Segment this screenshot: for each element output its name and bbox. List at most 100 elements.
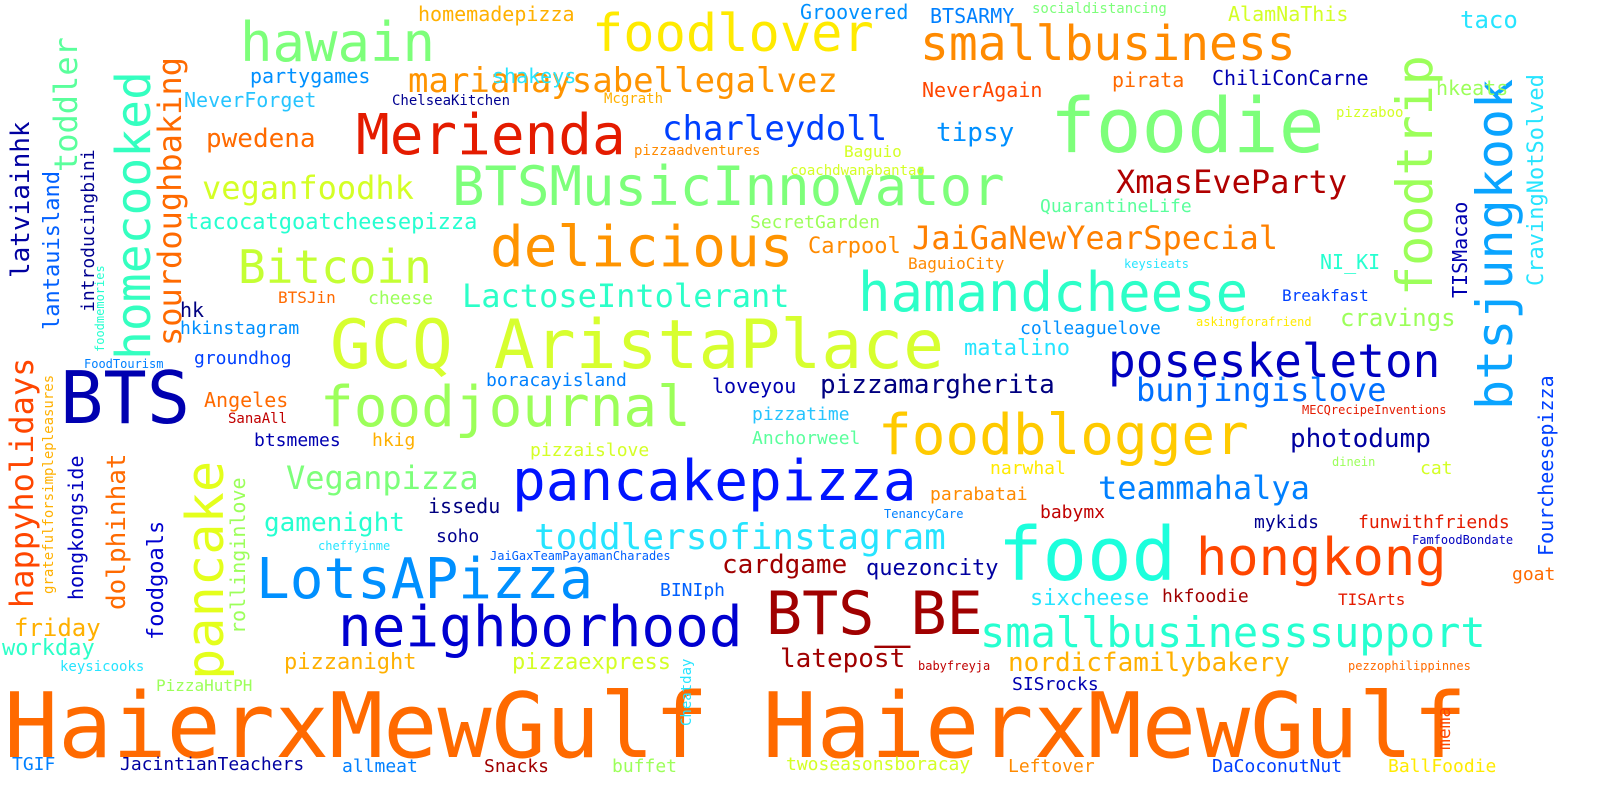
word: Leftover (1008, 756, 1095, 777)
word: Mcgrath (604, 91, 664, 107)
word: gratefulforsimplepleasures (41, 374, 57, 594)
word: marianaysabellegalvez (408, 61, 838, 101)
word: poseskeleton (1108, 334, 1441, 388)
word: dolphinhat (102, 453, 132, 610)
word: BaguioCity (908, 254, 1005, 273)
word: HaierxMewGulf HaierxMewGulf (4, 674, 1467, 779)
word: teammahalya (1098, 469, 1310, 507)
word: BINIph (660, 580, 726, 601)
word: pancake (176, 460, 236, 680)
word: pizzaboo (1336, 105, 1404, 121)
word: soho (436, 526, 480, 547)
word: Angeles (204, 388, 289, 412)
word: matalino (964, 336, 1070, 361)
word: JaiGaNewYearSpecial (912, 219, 1279, 257)
word: JacintianTeachers (120, 754, 305, 775)
word: mema (1434, 706, 1455, 750)
word: latepost (780, 644, 906, 674)
word: nordicfamilybakery (1008, 648, 1290, 678)
word: lantauisland (40, 171, 65, 330)
word: TISArts (1338, 590, 1406, 609)
word: shakeys (492, 64, 577, 88)
word: Bitcoin (238, 240, 432, 294)
word: twoseasonsboracay (786, 754, 971, 775)
word: smallbusinesssupport (980, 608, 1486, 657)
word: babymx (1040, 502, 1106, 523)
word: delicious (490, 215, 794, 280)
word: buffet (612, 756, 678, 777)
word: boracayisland (486, 370, 627, 391)
word: pizzaadventures (634, 143, 761, 159)
word: PizzaHutPH (156, 676, 253, 695)
word: foodtrip (1386, 55, 1444, 296)
word: quezoncity (866, 556, 999, 581)
word: colleaguelove (1020, 318, 1161, 339)
word: hkinstagram (180, 318, 300, 339)
word: cardgame (722, 550, 848, 580)
word: pizzaislove (530, 440, 650, 461)
word: coachdwanabantao (790, 163, 925, 179)
word: btsjungkook (1466, 78, 1524, 410)
word: foodie (1050, 81, 1325, 170)
word: keysicooks (60, 659, 145, 675)
word: foodlover (592, 4, 874, 64)
word: TenancyCare (884, 507, 964, 521)
word: Veganpizza (286, 459, 479, 497)
word: askingforafriend (1196, 315, 1312, 329)
word: socialdistancing (1032, 1, 1167, 17)
word: pizzaexpress (512, 650, 671, 675)
word: gamenight (264, 508, 405, 538)
word: CravingNotSolved (1524, 74, 1549, 286)
word: photodump (1290, 424, 1431, 454)
word: dinein (1332, 455, 1376, 469)
word: charleydoll (662, 109, 888, 149)
word: cheffyinme (318, 539, 391, 553)
word: AlamNaThis (1228, 2, 1349, 26)
word: pancakepizza (512, 449, 917, 514)
word: loveyou (712, 374, 797, 398)
word: MECQrecipeInventions (1302, 403, 1447, 417)
word: SISrocks (1012, 674, 1099, 695)
word: hamandcheese (858, 261, 1249, 324)
word: btsmemes (254, 430, 341, 451)
word: funwithfriends (1358, 512, 1510, 533)
word: pizzatime (752, 404, 850, 425)
word: FoodTourism (84, 357, 164, 371)
word: SanaAll (228, 411, 288, 427)
word: toddlersofinstagram (534, 517, 946, 558)
word: NeverAgain (922, 78, 1043, 102)
word: hk (180, 298, 205, 322)
word: TISMacao (1448, 201, 1472, 298)
word: hawain (240, 11, 436, 74)
word: homemadepizza (418, 2, 575, 26)
word: neighborhood (338, 595, 743, 660)
word: food (998, 512, 1177, 598)
word: pirata (1112, 68, 1185, 92)
word: smallbusiness (920, 16, 1296, 72)
word: XmasEveParty (1116, 163, 1348, 201)
word: tacocatgoatcheesepizza (186, 210, 478, 235)
word: BTSARMY (930, 4, 1015, 28)
word: GCQ AristaPlace (330, 306, 945, 385)
word: BTSJin (278, 288, 336, 307)
word: Fourcheesepizza (1534, 375, 1558, 556)
word: JaiGaxTeamPayamanCharades (490, 549, 671, 563)
word: narwhal (990, 458, 1066, 479)
word: partygames (250, 64, 371, 88)
word: issedu (428, 494, 501, 518)
word: Carpool (808, 234, 901, 259)
word: TGIF (12, 754, 56, 775)
word: hkfoodie (1162, 586, 1249, 607)
word: BTSMusicInnovator (452, 155, 1005, 218)
word: veganfoodhk (202, 169, 414, 207)
word: pezzophilippinnes (1348, 659, 1471, 673)
word: hongkong (1196, 528, 1447, 588)
word: hkeats (1436, 76, 1509, 100)
word: groundhog (194, 348, 292, 369)
word: Cheatday (679, 658, 695, 726)
word: taco (1460, 6, 1518, 34)
word: LactoseIntolerant (462, 277, 790, 315)
word: rollinginlove (226, 477, 250, 634)
word: mykids (1254, 512, 1320, 533)
